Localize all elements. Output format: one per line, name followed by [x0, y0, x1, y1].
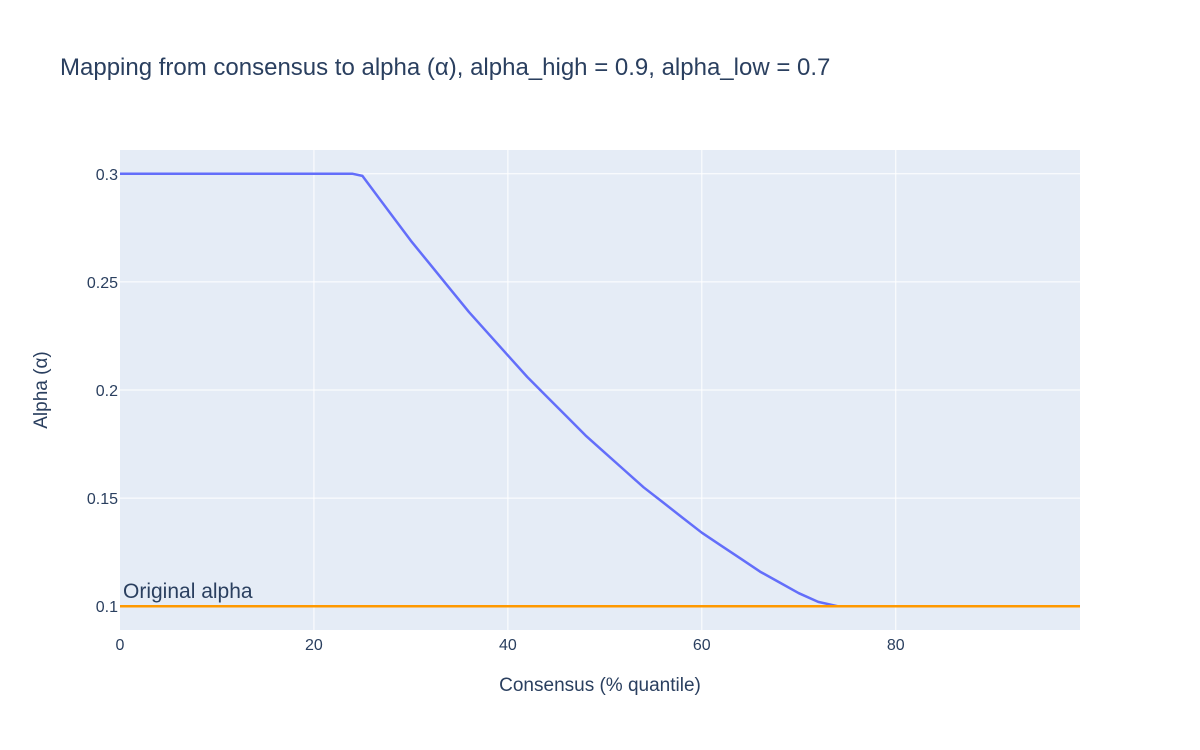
x-tick-label: 0: [116, 637, 125, 654]
y-tick-label: 0.15: [87, 491, 118, 508]
y-axis-label: Alpha (α): [31, 351, 52, 429]
y-tick-label: 0.25: [87, 275, 118, 292]
y-tick-label: 0.3: [96, 167, 118, 184]
annotation-label: Original alpha: [123, 580, 253, 603]
x-tick-label: 40: [499, 637, 517, 654]
series-line-0: [120, 172, 1080, 608]
y-tick-label: 0.2: [96, 383, 118, 400]
x-tick-label: 20: [305, 637, 323, 654]
x-tick-label: 80: [887, 637, 905, 654]
y-axis-ticks: 0.1 0.15 0.2 0.25 0.3: [87, 167, 118, 616]
x-tick-label: 60: [693, 637, 711, 654]
x-axis-label: Consensus (% quantile): [499, 675, 701, 696]
chart-title: Mapping from consensus to alpha (α), alp…: [60, 54, 830, 81]
series-layer: [120, 172, 1080, 608]
annotations: Original alpha: [123, 580, 253, 603]
y-tick-label: 0.1: [96, 599, 118, 616]
x-axis-ticks: 0 20 40 60 80: [116, 637, 905, 654]
